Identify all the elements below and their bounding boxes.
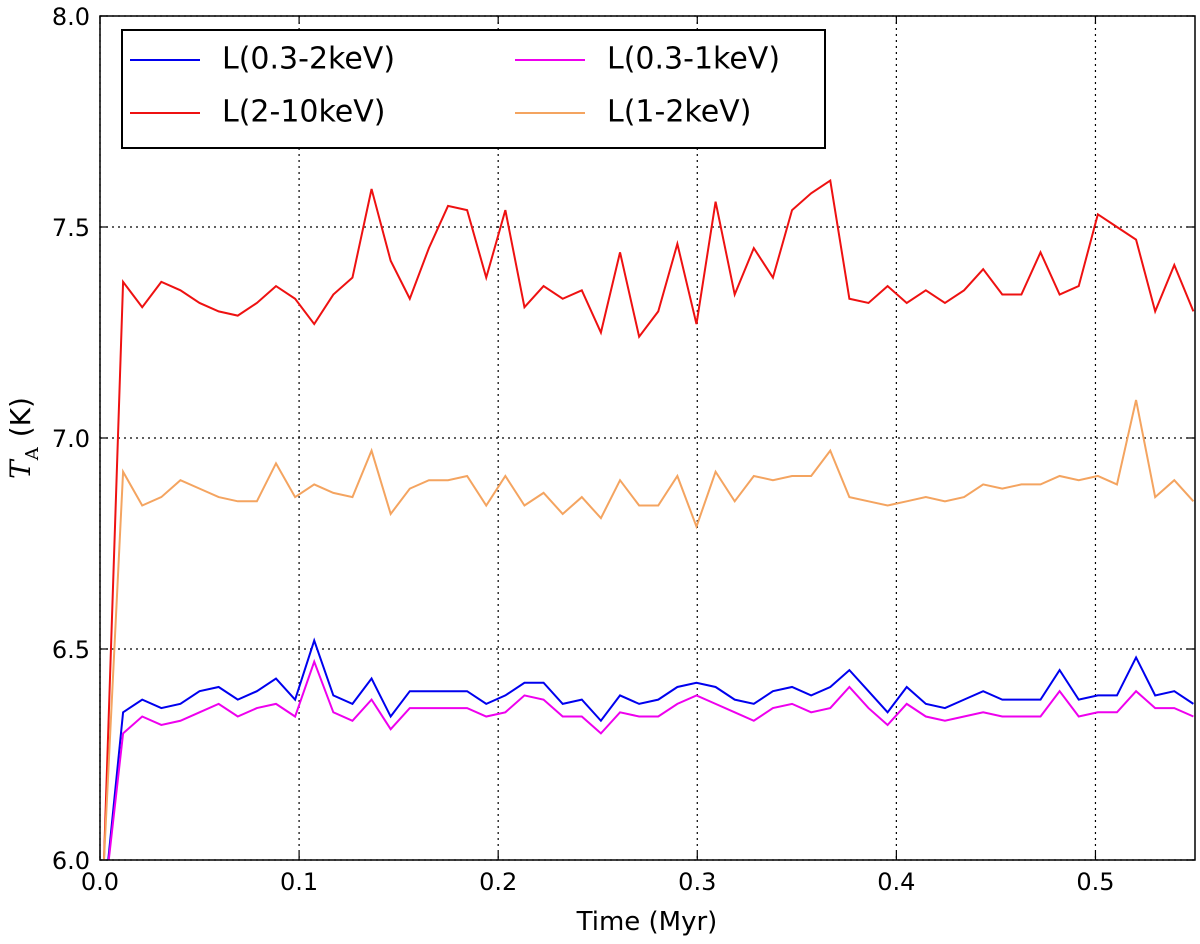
series-line bbox=[102, 178, 1195, 860]
y-tick-label: 8.0 bbox=[52, 3, 90, 31]
y-axis-symbol: T bbox=[4, 458, 37, 479]
legend-box bbox=[121, 29, 826, 149]
x-tick-label: 0.3 bbox=[678, 868, 716, 896]
y-axis-unit: (K) bbox=[4, 397, 37, 437]
x-tick-label: 0.4 bbox=[877, 868, 915, 896]
series-line bbox=[107, 658, 1194, 860]
legend-label: L(1-2keV) bbox=[607, 95, 751, 130]
y-axis-subscript: A bbox=[22, 446, 43, 461]
plot-lines bbox=[102, 178, 1195, 860]
x-tick-label: 0.1 bbox=[280, 868, 318, 896]
x-tick-label: 0.0 bbox=[81, 868, 119, 896]
series-line bbox=[102, 399, 1195, 860]
y-tick-label: 6.5 bbox=[52, 636, 90, 664]
y-tick-label: 6.0 bbox=[52, 847, 90, 875]
y-axis-label: TA (K) bbox=[4, 397, 43, 479]
legend-label: L(2-10keV) bbox=[222, 95, 386, 130]
x-tick-label: 0.2 bbox=[479, 868, 517, 896]
plot-frame bbox=[99, 15, 1196, 861]
x-axis-label: Time (Myr) bbox=[576, 907, 718, 937]
legend-label: L(0.3-1keV) bbox=[607, 42, 780, 77]
y-tick-label: 7.0 bbox=[52, 425, 90, 453]
y-tick-label: 7.5 bbox=[52, 214, 90, 242]
series-line bbox=[107, 637, 1194, 860]
legend-label: L(0.3-2keV) bbox=[222, 42, 395, 77]
x-tick-label: 0.5 bbox=[1076, 868, 1114, 896]
